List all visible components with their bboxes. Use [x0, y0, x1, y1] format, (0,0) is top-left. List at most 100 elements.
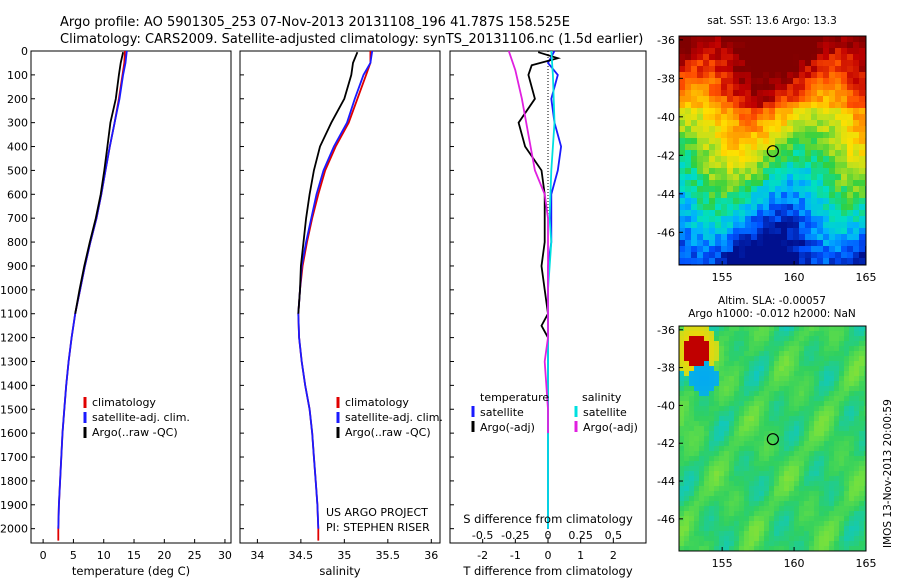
x-tick-label: 25	[188, 549, 202, 562]
s-diff-tick-label: 0.25	[568, 529, 593, 542]
sst-cell	[847, 240, 854, 247]
sla-cell	[849, 541, 855, 547]
sst-cell	[727, 72, 734, 79]
sst-cell	[853, 36, 860, 43]
sla-cell	[709, 506, 715, 512]
sla-cell	[754, 511, 760, 517]
sst-cell	[697, 258, 704, 265]
sla-cell	[679, 346, 685, 352]
sla-cell	[734, 386, 740, 392]
sla-cell	[809, 326, 815, 332]
sla-cell	[829, 391, 835, 397]
sla-cell	[684, 331, 690, 337]
sla-cell	[774, 451, 780, 457]
sla-cell	[779, 506, 785, 512]
sla-cell	[779, 481, 785, 487]
sla-cell	[739, 411, 745, 417]
sla-cell	[859, 396, 865, 402]
sst-cell	[781, 162, 788, 169]
sst-cell	[775, 108, 782, 115]
sla-cell	[829, 361, 835, 367]
sla-cell	[694, 521, 700, 527]
sla-cell	[859, 371, 865, 377]
sst-cell	[781, 78, 788, 85]
sst-cell	[823, 222, 830, 229]
sla-cell	[859, 341, 865, 347]
sla-cell	[814, 346, 820, 352]
sst-cell	[811, 222, 818, 229]
sst-cell	[745, 162, 752, 169]
sla-cell	[729, 326, 735, 332]
sla-cell	[744, 386, 750, 392]
sst-cell	[841, 162, 848, 169]
sla-cell	[824, 401, 830, 407]
sla-cell	[804, 531, 810, 537]
sst-cell	[805, 258, 812, 265]
sla-cell	[689, 481, 695, 487]
sla-cell	[849, 346, 855, 352]
sla-cell	[744, 366, 750, 372]
sla-cell	[809, 331, 815, 337]
sla-cell	[699, 411, 705, 417]
sst-cell	[763, 228, 770, 235]
sla-cell	[694, 506, 700, 512]
sla-cell	[804, 406, 810, 412]
sla-cell	[809, 541, 815, 547]
sla-cell	[794, 496, 800, 502]
sst-cell	[841, 102, 848, 109]
sla-cell	[724, 406, 730, 412]
sst-cell	[793, 48, 800, 55]
sla-cell	[679, 336, 685, 342]
sla-cell	[734, 536, 740, 542]
sst-cell	[745, 174, 752, 181]
sla-cell	[804, 361, 810, 367]
sla-cell	[694, 496, 700, 502]
sla-cell	[699, 446, 705, 452]
sla-cell	[689, 506, 695, 512]
sst-cell	[703, 222, 710, 229]
sla-cell	[844, 346, 850, 352]
sla-cell	[724, 371, 730, 377]
sla-cell	[739, 486, 745, 492]
sla-cell	[859, 411, 865, 417]
sla-cell	[774, 501, 780, 507]
sla-cell	[814, 526, 820, 532]
sla-cell	[844, 466, 850, 472]
sla-cell	[689, 541, 695, 547]
sla-cell	[729, 446, 735, 452]
sst-cell	[805, 186, 812, 193]
sla-cell	[774, 436, 780, 442]
sst-cell	[811, 60, 818, 67]
sla-cell	[734, 526, 740, 532]
sla-cell	[854, 431, 860, 437]
sla-cell	[764, 526, 770, 532]
sst-cell	[793, 120, 800, 127]
sst-cell	[721, 126, 728, 133]
sst-cell	[709, 240, 716, 247]
sst-cell	[793, 138, 800, 145]
sst-cell	[835, 54, 842, 61]
sla-cell	[754, 471, 760, 477]
sla-cell	[734, 356, 740, 362]
sla-cell	[699, 341, 705, 347]
sla-cell	[799, 416, 805, 422]
sst-cell	[763, 198, 770, 205]
sst-cell	[805, 96, 812, 103]
sla-cell	[779, 501, 785, 507]
sla-cell	[789, 441, 795, 447]
sst-cell	[751, 96, 758, 103]
sla-cell	[829, 376, 835, 382]
sst-cell	[817, 102, 824, 109]
sla-cell	[789, 431, 795, 437]
sst-cell	[679, 168, 686, 175]
sla-cell	[839, 396, 845, 402]
sla-cell	[754, 431, 760, 437]
sst-cell	[769, 246, 776, 253]
sst-cell	[823, 198, 830, 205]
sst-cell	[733, 138, 740, 145]
sst-cell	[727, 108, 734, 115]
sst-cell	[859, 126, 866, 133]
sla-cell	[809, 446, 815, 452]
sst-cell	[859, 120, 866, 127]
sst-cell	[793, 90, 800, 97]
